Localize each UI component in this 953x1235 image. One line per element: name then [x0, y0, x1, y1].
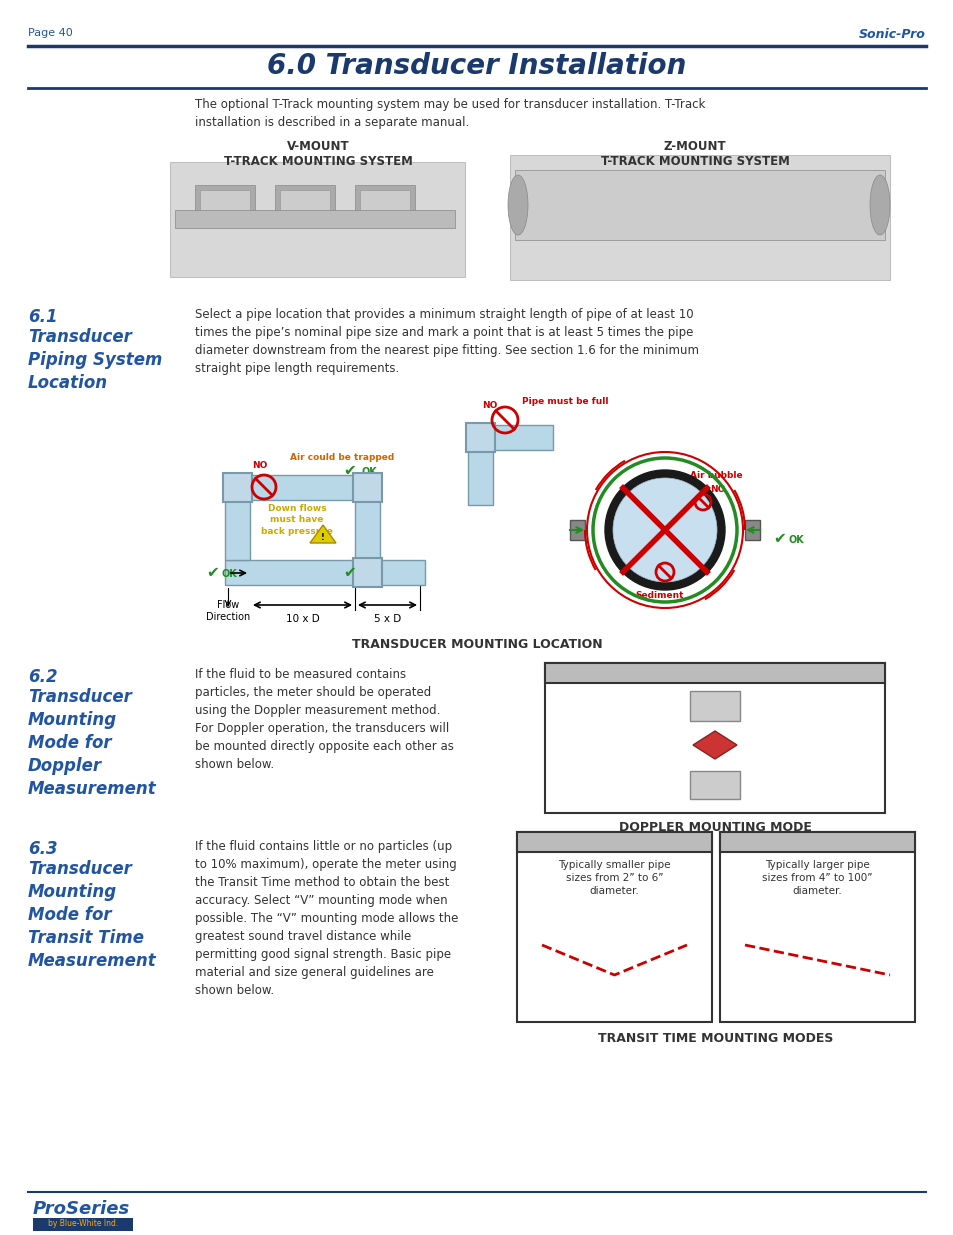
- Text: DOPPLER MOUNTING MODE: DOPPLER MOUNTING MODE: [618, 821, 811, 834]
- FancyBboxPatch shape: [546, 764, 882, 809]
- Text: Sonic-Pro: Sonic-Pro: [859, 28, 925, 41]
- FancyBboxPatch shape: [359, 190, 410, 215]
- Text: Select a pipe location that provides a minimum straight length of pipe of at lea: Select a pipe location that provides a m…: [194, 308, 699, 375]
- Text: 6.0 Transducer Installation: 6.0 Transducer Installation: [267, 52, 686, 80]
- Text: V-MOUNT
T-TRACK MOUNTING SYSTEM: V-MOUNT T-TRACK MOUNTING SYSTEM: [223, 140, 412, 168]
- Text: OK: OK: [788, 535, 804, 545]
- Text: NO: NO: [647, 578, 662, 587]
- Text: TRANSIT TIME MOUNTING MODES: TRANSIT TIME MOUNTING MODES: [598, 1032, 833, 1045]
- Ellipse shape: [507, 175, 527, 235]
- FancyBboxPatch shape: [517, 832, 711, 1023]
- FancyBboxPatch shape: [515, 170, 884, 240]
- FancyBboxPatch shape: [517, 832, 711, 852]
- FancyBboxPatch shape: [225, 559, 375, 585]
- Text: Transducer
Piping System
Location: Transducer Piping System Location: [28, 329, 162, 391]
- Ellipse shape: [869, 175, 889, 235]
- Text: Pipe must be full: Pipe must be full: [521, 396, 608, 406]
- Text: Flow
Direction: Flow Direction: [206, 600, 250, 622]
- Text: 6.2: 6.2: [28, 668, 57, 685]
- Text: ProSeries: ProSeries: [33, 1200, 131, 1218]
- FancyBboxPatch shape: [689, 771, 740, 799]
- FancyBboxPatch shape: [544, 663, 884, 813]
- Text: All pipe types and sizes: All pipe types and sizes: [640, 668, 788, 678]
- Polygon shape: [310, 525, 335, 543]
- FancyBboxPatch shape: [200, 190, 250, 215]
- Text: Air bubble: Air bubble: [689, 471, 741, 480]
- FancyBboxPatch shape: [493, 425, 553, 450]
- Text: OK: OK: [222, 569, 237, 579]
- Text: NO: NO: [482, 401, 497, 410]
- Text: 10 x D: 10 x D: [286, 614, 319, 624]
- Text: Transducer
Mounting
Mode for
Transit Time
Measurement: Transducer Mounting Mode for Transit Tim…: [28, 860, 156, 969]
- FancyBboxPatch shape: [724, 947, 909, 977]
- Text: Transducer
Mounting
Mode for
Doppler
Measurement: Transducer Mounting Mode for Doppler Mea…: [28, 688, 156, 798]
- FancyBboxPatch shape: [353, 473, 381, 501]
- FancyBboxPatch shape: [468, 425, 493, 505]
- FancyBboxPatch shape: [510, 156, 889, 280]
- Text: Page 40: Page 40: [28, 28, 72, 38]
- Text: !: !: [321, 532, 325, 541]
- FancyBboxPatch shape: [720, 832, 914, 1023]
- FancyBboxPatch shape: [174, 210, 455, 228]
- Text: 5 x D: 5 x D: [374, 614, 401, 624]
- FancyBboxPatch shape: [689, 692, 740, 721]
- FancyBboxPatch shape: [546, 683, 882, 725]
- Text: If the fluid contains little or no particles (up
to 10% maximum), operate the me: If the fluid contains little or no parti…: [194, 840, 457, 997]
- FancyBboxPatch shape: [744, 520, 760, 540]
- FancyBboxPatch shape: [223, 473, 252, 501]
- FancyBboxPatch shape: [355, 475, 379, 559]
- FancyBboxPatch shape: [465, 424, 495, 452]
- FancyBboxPatch shape: [521, 947, 706, 977]
- FancyBboxPatch shape: [569, 520, 584, 540]
- Text: Typically smaller pipe
sizes from 2” to 6”
diameter.: Typically smaller pipe sizes from 2” to …: [558, 860, 670, 897]
- FancyBboxPatch shape: [250, 475, 379, 500]
- Text: The optional T-Track mounting system may be used for transducer installation. T-: The optional T-Track mounting system may…: [194, 98, 704, 128]
- Text: “V” Mount Mode: “V” Mount Mode: [561, 837, 666, 847]
- FancyBboxPatch shape: [546, 725, 882, 764]
- FancyBboxPatch shape: [194, 185, 254, 220]
- Text: by Blue-White Ind.: by Blue-White Ind.: [48, 1219, 118, 1229]
- Text: OK: OK: [361, 467, 377, 477]
- Text: Z-MOUNT
T-TRACK MOUNTING SYSTEM: Z-MOUNT T-TRACK MOUNTING SYSTEM: [600, 140, 789, 168]
- FancyBboxPatch shape: [225, 475, 250, 559]
- Text: Sediment: Sediment: [635, 592, 683, 600]
- Polygon shape: [692, 731, 737, 760]
- FancyBboxPatch shape: [274, 185, 335, 220]
- Text: “Z” Mount Mode: “Z” Mount Mode: [764, 837, 869, 847]
- FancyBboxPatch shape: [544, 663, 884, 683]
- Text: NO: NO: [709, 485, 724, 494]
- Text: Typically larger pipe
sizes from 4” to 100”
diameter.: Typically larger pipe sizes from 4” to 1…: [761, 860, 872, 897]
- Text: ✔: ✔: [343, 564, 356, 579]
- Text: 6.3: 6.3: [28, 840, 57, 858]
- FancyBboxPatch shape: [33, 1218, 132, 1231]
- FancyBboxPatch shape: [521, 918, 706, 947]
- Text: NO: NO: [252, 461, 268, 471]
- Circle shape: [604, 471, 724, 590]
- Text: ✔: ✔: [773, 531, 785, 546]
- FancyBboxPatch shape: [280, 190, 330, 215]
- Circle shape: [613, 478, 717, 582]
- Text: ✔: ✔: [343, 462, 356, 478]
- Text: TRANSDUCER MOUNTING LOCATION: TRANSDUCER MOUNTING LOCATION: [352, 638, 601, 651]
- Text: If the fluid to be measured contains
particles, the meter should be operated
usi: If the fluid to be measured contains par…: [194, 668, 454, 771]
- FancyBboxPatch shape: [720, 832, 914, 852]
- FancyBboxPatch shape: [355, 559, 424, 585]
- FancyBboxPatch shape: [355, 185, 415, 220]
- FancyBboxPatch shape: [724, 977, 909, 1007]
- Text: Down flows
must have
back pressure: Down flows must have back pressure: [261, 504, 333, 536]
- Text: OK: OK: [361, 569, 377, 579]
- Text: 6.1: 6.1: [28, 308, 57, 326]
- FancyBboxPatch shape: [170, 162, 464, 277]
- FancyBboxPatch shape: [724, 918, 909, 947]
- Text: Air could be trapped: Air could be trapped: [290, 453, 394, 462]
- FancyBboxPatch shape: [353, 558, 381, 587]
- FancyBboxPatch shape: [521, 977, 706, 1007]
- Text: ✔: ✔: [207, 564, 219, 579]
